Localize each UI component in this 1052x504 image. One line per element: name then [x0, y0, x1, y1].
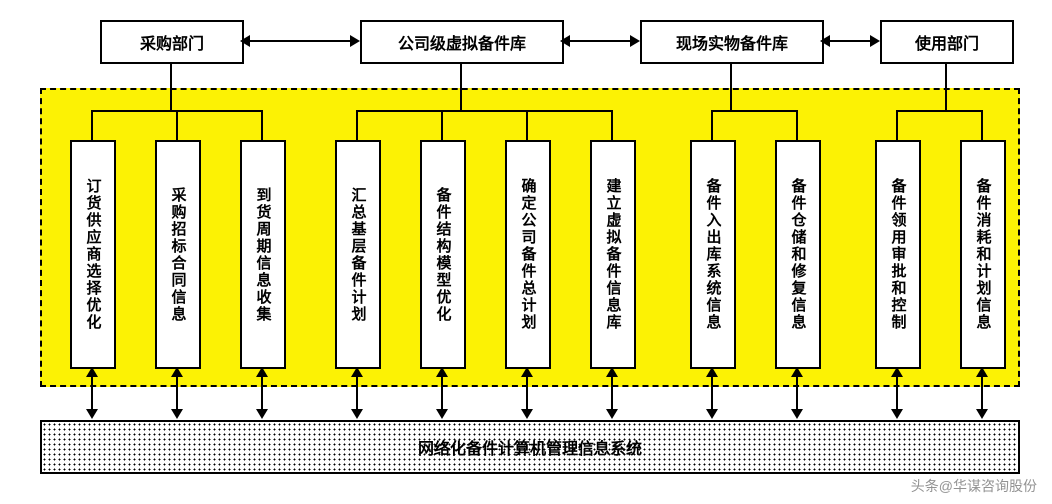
process-col-1: 采购招标合同信息	[155, 140, 201, 369]
process-col-2: 到货周期信息收集	[240, 140, 286, 369]
process-col-4: 备件结构模型优化	[420, 140, 466, 369]
process-col-0: 订货供应商选择优化	[70, 140, 116, 369]
watermark: 头条@华谋咨询股份	[911, 476, 1037, 496]
process-col-5: 确定公司备件总计划	[505, 140, 551, 369]
process-col-3: 汇总基层备件计划	[335, 140, 381, 369]
top-box-2: 现场实物备件库	[640, 20, 824, 64]
top-box-0: 采购部门	[100, 20, 244, 64]
process-col-10: 备件消耗和计划信息	[960, 140, 1006, 369]
top-box-1: 公司级虚拟备件库	[360, 20, 564, 64]
top-box-3: 使用部门	[880, 20, 1014, 64]
process-col-8: 备件仓储和修复信息	[775, 140, 821, 369]
bottom-system-box: 网络化备件计算机管理信息系统	[40, 420, 1020, 474]
bottom-label: 网络化备件计算机管理信息系统	[418, 435, 642, 459]
process-col-6: 建立虚拟备件信息库	[590, 140, 636, 369]
process-col-9: 备件领用审批和控制	[875, 140, 921, 369]
process-col-7: 备件入出库系统信息	[690, 140, 736, 369]
